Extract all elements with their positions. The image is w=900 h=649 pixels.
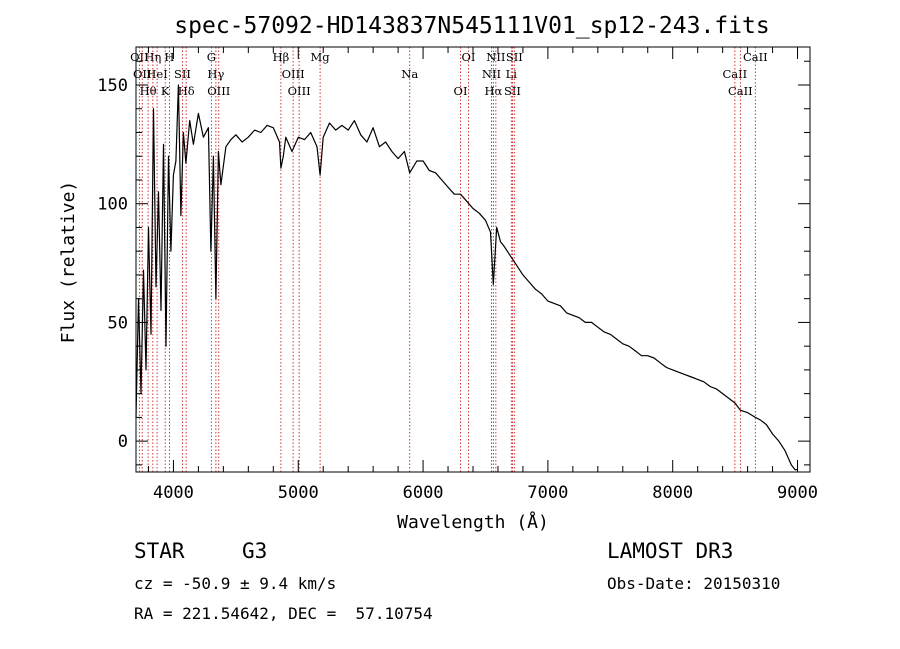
emission-line-label: Li [506, 67, 518, 81]
emission-line-label: G [207, 50, 216, 64]
object-class: STAR [134, 539, 185, 563]
emission-line-label: CaII [728, 84, 753, 98]
emission-line-label: SII [174, 67, 191, 81]
object-subclass: G3 [242, 539, 268, 563]
emission-line-label: K [161, 84, 170, 98]
y-tick-label: 100 [97, 195, 128, 215]
x-axis-label: Wavelength (Å) [397, 511, 549, 533]
emission-line-label: Hβ [273, 50, 290, 64]
y-tick-label: 150 [97, 76, 128, 96]
emission-line-label: NII [486, 50, 505, 64]
survey-name: LAMOST DR3 [607, 539, 734, 563]
emission-line-label: Hγ [207, 67, 224, 81]
axis-ticks: 4000 5000 6000 7000 8000 9000 0 50 100 150 [97, 47, 818, 503]
emission-line-label: OIII [282, 67, 305, 81]
emission-line-label: Hα [484, 84, 502, 98]
emission-line-label: Mg [311, 50, 331, 64]
x-tick-label: 5000 [278, 483, 319, 503]
chart-title: spec-57092-HD143837N545111V01_sp12-243.f… [174, 13, 769, 39]
plot-frame [135, 46, 811, 473]
emission-line-label: OIII [207, 84, 230, 98]
x-tick-label: 9000 [777, 483, 818, 503]
x-tick-label: 8000 [652, 483, 693, 503]
emission-line-label: NII [482, 67, 501, 81]
emission-line-label: Na [401, 67, 418, 81]
x-tick-label: 7000 [527, 483, 568, 503]
emission-line-label: OI [462, 50, 476, 64]
emission-line-label: OIII [288, 84, 311, 98]
emission-line-label: H [164, 50, 174, 64]
y-axis-label: Flux (relative) [58, 181, 79, 344]
emission-line-label: SII [504, 84, 521, 98]
emission-line-label: CaII [743, 50, 768, 64]
y-tick-label: 0 [118, 432, 128, 452]
emission-line-label: Hη [144, 50, 161, 64]
y-tick-label: 50 [108, 313, 128, 333]
emission-line-label: OII [133, 67, 152, 81]
emission-line-label: HeI [146, 67, 167, 81]
emission-line-label: Hθ [140, 84, 157, 98]
x-tick-label: 6000 [403, 483, 444, 503]
redshift-text: cz = -50.9 ± 9.4 km/s [134, 574, 337, 593]
emission-line-label: CaII [722, 67, 747, 81]
emission-line-markers: OIIOIIHθHηHeIKHSIIHδGHγOIIIHβOIIIOIIIMgN… [130, 47, 768, 472]
coordinates-text: RA = 221.54642, DEC = 57.10754 [134, 604, 433, 623]
emission-line-label: Hδ [178, 84, 195, 98]
spectrum-chart: spec-57092-HD143837N545111V01_sp12-243.f… [58, 13, 818, 533]
obs-date: Obs-Date: 20150310 [607, 574, 781, 593]
emission-line-label: SII [506, 50, 523, 64]
x-tick-label: 4000 [153, 483, 194, 503]
emission-line-label: OII [130, 50, 149, 64]
spectrum-line [135, 84, 798, 471]
emission-line-label: OI [454, 84, 468, 98]
